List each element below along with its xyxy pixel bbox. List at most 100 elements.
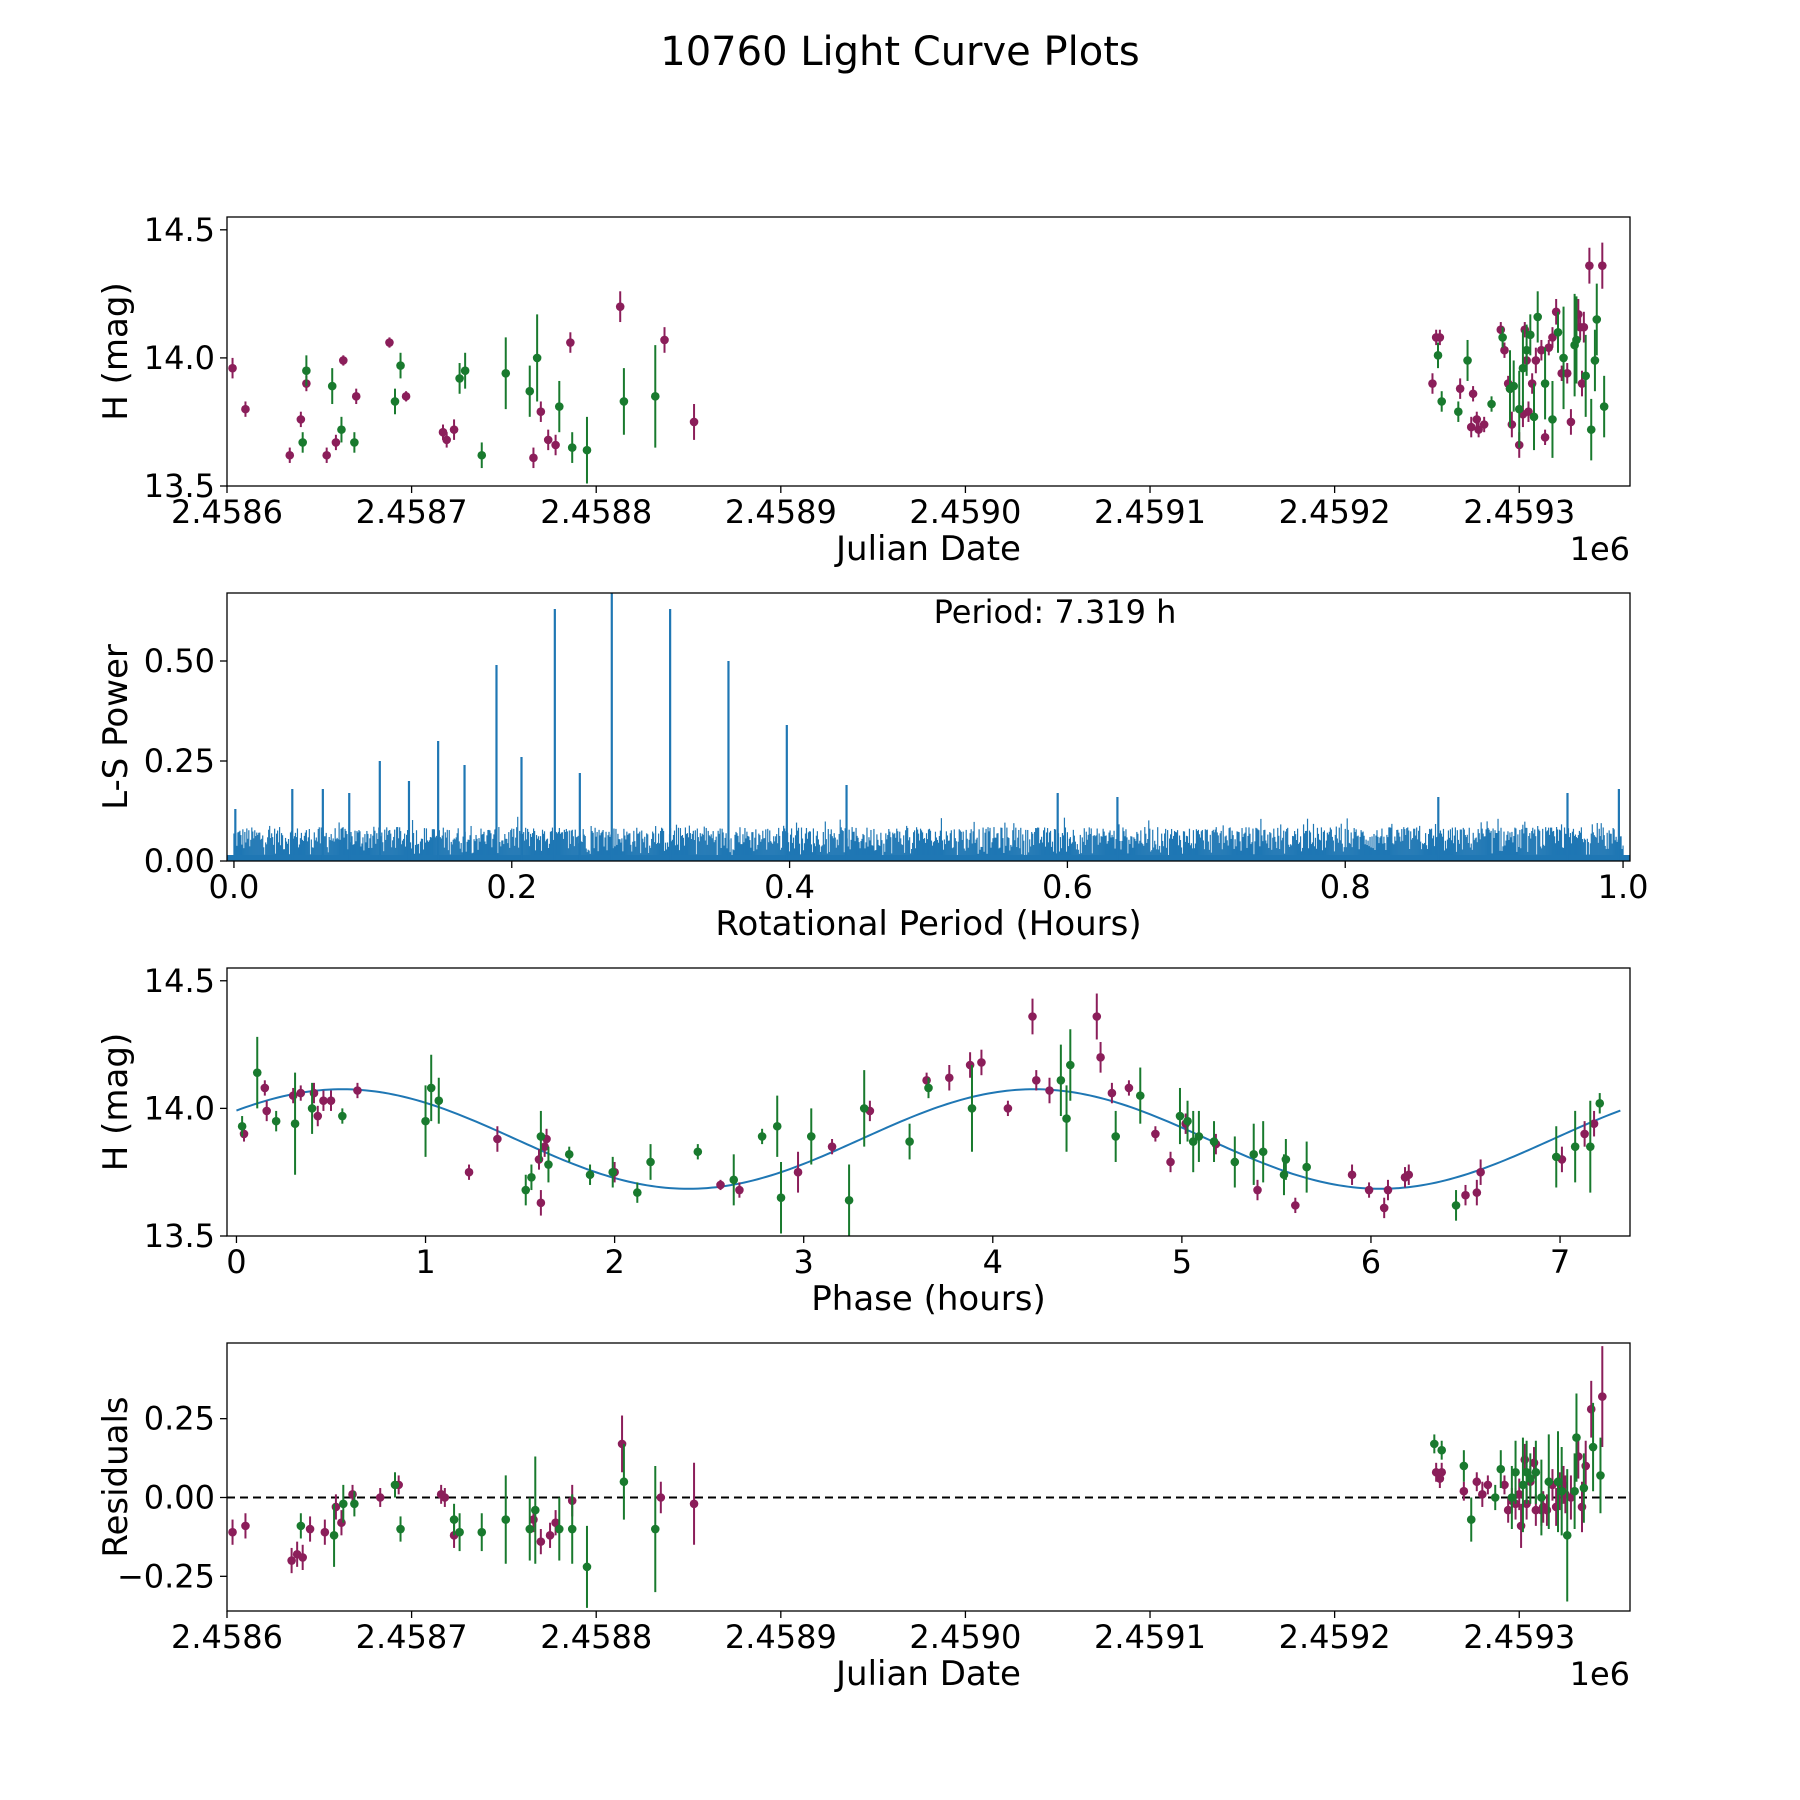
data-point <box>1383 1185 1393 1195</box>
data-point <box>1056 1076 1066 1085</box>
data-point <box>1496 1464 1506 1474</box>
data-point <box>1585 1142 1595 1151</box>
data-point <box>1544 1477 1554 1487</box>
data-point <box>1111 1132 1120 1141</box>
y-tick-label: 14.5 <box>144 211 215 249</box>
data-point <box>536 1537 546 1546</box>
x-tick-label: 1.0 <box>1598 868 1649 906</box>
data-point <box>1518 1480 1528 1490</box>
data-point <box>228 363 237 373</box>
data-point <box>1522 345 1531 355</box>
data-point <box>305 1524 315 1534</box>
data-point <box>307 1104 317 1113</box>
x-tick-label: 0 <box>226 1243 246 1281</box>
data-point <box>529 453 538 463</box>
data-point <box>617 1439 627 1449</box>
data-point <box>660 335 669 345</box>
data-point <box>1291 1201 1300 1210</box>
y-axis-label: H (mag) <box>96 282 136 420</box>
data-point <box>298 438 307 447</box>
x-tick-label: 2.4591 <box>1094 493 1206 531</box>
x-tick-label: 2.4588 <box>540 493 652 531</box>
data-point <box>551 1518 560 1528</box>
data-point <box>228 1527 237 1537</box>
data-point <box>1557 1486 1566 1496</box>
data-point <box>288 1091 298 1100</box>
data-point <box>396 1524 405 1534</box>
data-point <box>1577 1502 1587 1512</box>
x-tick-label: 3 <box>794 1243 814 1281</box>
data-point <box>337 425 346 434</box>
axes-frame <box>226 216 1631 487</box>
data-point <box>1461 1190 1470 1200</box>
data-point <box>757 1132 767 1141</box>
data-point <box>339 356 348 365</box>
data-point <box>1479 420 1489 429</box>
data-point <box>322 450 331 460</box>
data-point <box>1500 345 1509 355</box>
data-point <box>1533 312 1542 322</box>
data-point <box>582 445 592 455</box>
data-point <box>1524 407 1533 417</box>
data-point <box>633 1188 642 1197</box>
x-offset-label: 1e6 <box>1570 530 1630 568</box>
series-a <box>228 1346 1607 1574</box>
panel-residuals: 2.4586 2.4587 2.4588 2.4589 2.4590 2.4591 2.45… <box>96 1342 1631 1694</box>
data-point <box>421 1116 430 1126</box>
data-point <box>1553 1477 1563 1487</box>
data-point <box>554 402 564 411</box>
data-point <box>806 1132 816 1141</box>
data-point <box>619 397 629 406</box>
data-point <box>271 1116 281 1126</box>
data-point <box>426 1083 436 1093</box>
data-point <box>1302 1162 1311 1172</box>
series-a <box>239 993 1599 1219</box>
data-point <box>1548 415 1557 424</box>
data-point <box>331 1502 341 1512</box>
x-tick-label: 6 <box>1361 1243 1381 1281</box>
data-point <box>1566 417 1576 427</box>
data-point <box>527 1172 536 1182</box>
data-point <box>564 1150 574 1159</box>
data-point <box>401 392 411 401</box>
data-point <box>493 1134 502 1144</box>
data-point <box>1404 1170 1414 1180</box>
data-point <box>1551 1152 1561 1162</box>
y-tick-label: 0.25 <box>144 1400 215 1438</box>
plot-area <box>236 993 1621 1236</box>
series-b <box>296 1393 1605 1608</box>
x-axis-label: Rotational Period (Hours) <box>715 904 1141 944</box>
data-point <box>327 381 337 391</box>
data-point <box>1347 1170 1357 1180</box>
data-point <box>1437 397 1447 406</box>
x-tick-label: 2.4592 <box>1279 1618 1391 1656</box>
data-point <box>339 1499 348 1509</box>
y-tick-label: 14.0 <box>144 339 215 377</box>
data-point <box>1003 1104 1013 1113</box>
data-point <box>1537 345 1546 355</box>
data-point <box>1588 1442 1598 1452</box>
data-point <box>1483 1480 1493 1490</box>
plot-area <box>227 593 1630 861</box>
x-tick-label: 2.4590 <box>909 493 1021 531</box>
data-point <box>1579 1483 1589 1493</box>
data-point <box>1599 402 1609 411</box>
data-point <box>650 392 660 401</box>
y-tick-label: 14.0 <box>144 1089 215 1127</box>
data-point <box>650 1524 660 1534</box>
data-point <box>296 1088 306 1098</box>
data-point <box>965 1060 975 1070</box>
data-point <box>1596 1471 1605 1480</box>
data-point <box>1468 389 1478 399</box>
data-point <box>1526 330 1535 340</box>
y-tick-label: 0.00 <box>144 1478 215 1516</box>
x-tick-label: 2.4593 <box>1463 1618 1575 1656</box>
data-point <box>544 1160 553 1169</box>
data-point <box>351 392 361 401</box>
data-point <box>551 440 560 450</box>
data-point <box>585 1170 595 1180</box>
data-point <box>1531 1467 1541 1477</box>
data-point <box>287 1556 296 1565</box>
x-tick-label: 2.4586 <box>171 1618 283 1656</box>
data-point <box>1459 1486 1469 1496</box>
